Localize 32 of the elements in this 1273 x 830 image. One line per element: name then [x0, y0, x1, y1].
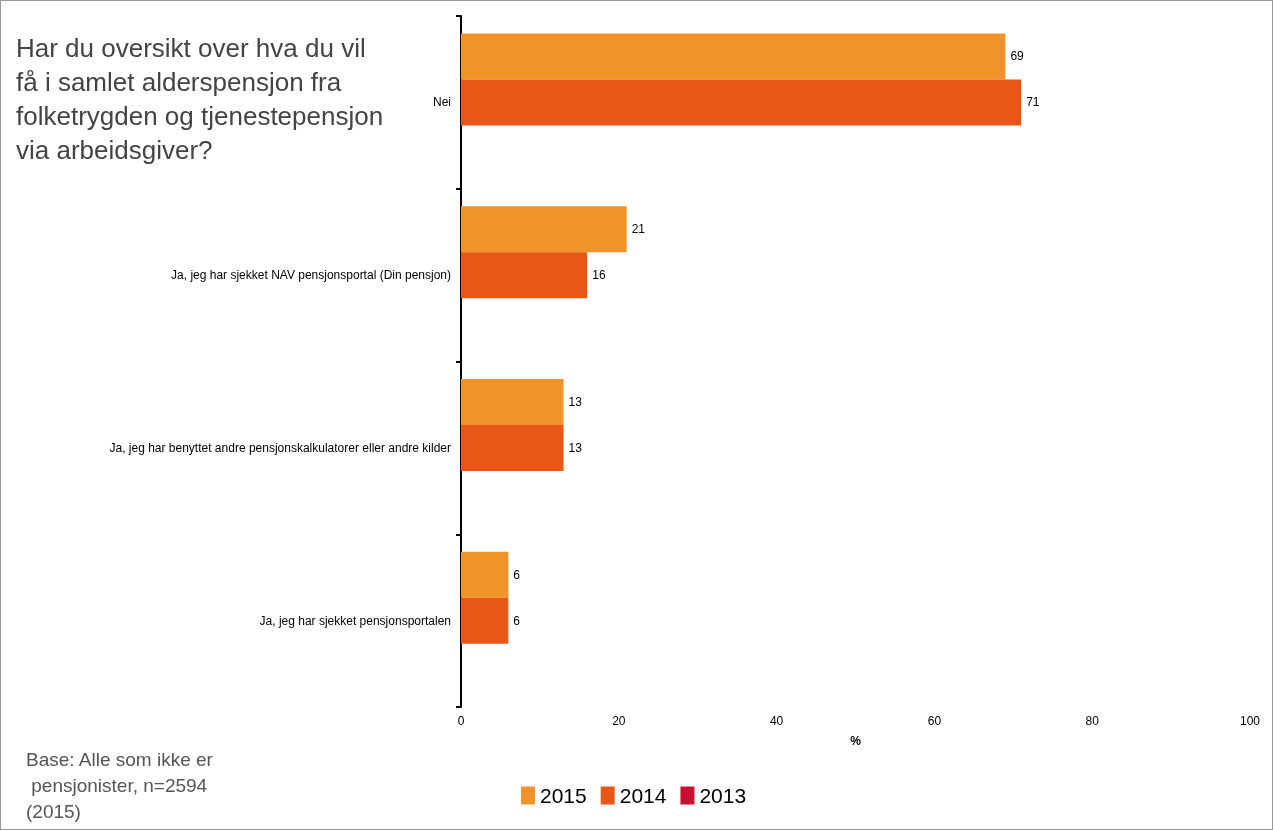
bar — [461, 252, 588, 299]
data-label: 6 — [513, 567, 521, 582]
x-tick-label: 0 — [457, 714, 465, 728]
x-tick-label: 80 — [1085, 714, 1100, 728]
data-label: 13 — [568, 440, 583, 455]
data-label: 69 — [1010, 49, 1025, 64]
legend-label: 2013 — [699, 784, 747, 807]
data-label: 16 — [592, 268, 606, 283]
y-tick-label: Ja, jeg har sjekket NAV pensjonsportal (Din pensjon) — [171, 268, 451, 283]
x-tick-label: 40 — [769, 714, 784, 728]
legend-label: 2015 — [540, 784, 587, 807]
bar — [461, 597, 509, 644]
bar — [461, 551, 509, 598]
bar — [461, 424, 564, 471]
data-label: 71 — [1026, 95, 1040, 110]
y-tick-label: Ja, jeg har benyttet andre pensjonskalkulatorer eller andre kilder — [109, 440, 451, 455]
data-label: 21 — [631, 222, 646, 237]
text: Base: Alle som ikke er pensjonister, n=2594 (2015) — [26, 748, 214, 822]
legend-label: 2014 — [619, 784, 667, 807]
bar — [461, 206, 627, 253]
x-tick-label: 100 — [1239, 714, 1261, 728]
bar — [461, 378, 564, 425]
text: Har du oversikt over hva du vil få i samlet alderspensjon fra folketrygden og tjenestepensjon via arbeidsgiver? — [16, 33, 391, 165]
data-label: 6 — [513, 613, 521, 628]
bar — [461, 79, 1022, 126]
x-tick-label: 60 — [927, 714, 942, 728]
y-tick-label: Nei — [432, 95, 451, 110]
x-axis-title: % — [850, 734, 862, 748]
x-tick-label: 20 — [612, 714, 626, 728]
bar — [461, 33, 1006, 80]
data-label: 13 — [568, 394, 583, 409]
y-tick-label: Ja, jeg har sjekket pensjonsportalen — [259, 613, 451, 628]
